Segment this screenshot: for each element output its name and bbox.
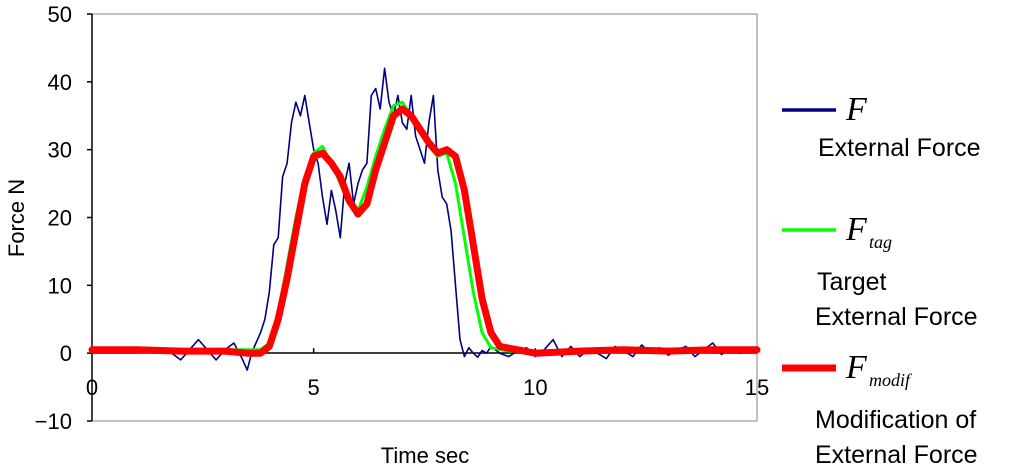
series-line-f: [91, 67, 758, 371]
x-tick-label: 5: [308, 375, 320, 400]
legend-description: External Force: [818, 134, 981, 162]
y-tick-label: 30: [48, 138, 72, 163]
series-line-fmodif: [88, 105, 761, 357]
y-tick-label: −10: [35, 409, 72, 434]
y-axis-label: Force N: [4, 179, 29, 257]
x-tick-label: 10: [523, 375, 547, 400]
legend-subscript: modif: [869, 370, 913, 390]
x-axis-label: Time sec: [381, 443, 469, 468]
x-tick-label: 0: [86, 375, 98, 400]
x-axis-ticks: 0 5 10 15: [86, 348, 769, 400]
legend-symbol: F: [845, 211, 868, 248]
legend-symbol: F: [845, 349, 868, 386]
plot-frame: [91, 13, 758, 422]
legend: F External Force F tag Target External Force F…: [782, 91, 981, 469]
y-tick-label: 40: [48, 70, 72, 95]
y-tick-label: 0: [60, 341, 72, 366]
y-axis-ticks: 50 40 30 20 10 0 −10: [35, 2, 92, 434]
legend-description: Target External Force: [815, 268, 978, 331]
series-lines: [88, 67, 761, 371]
y-tick-label: 20: [48, 206, 72, 231]
legend-subscript: tag: [869, 232, 892, 252]
y-tick-label: 10: [48, 273, 72, 298]
y-tick-label: 50: [48, 2, 72, 27]
legend-description: Modification of External Force: [815, 406, 978, 469]
x-tick-label: 15: [745, 375, 769, 400]
legend-symbol: F: [845, 91, 868, 128]
